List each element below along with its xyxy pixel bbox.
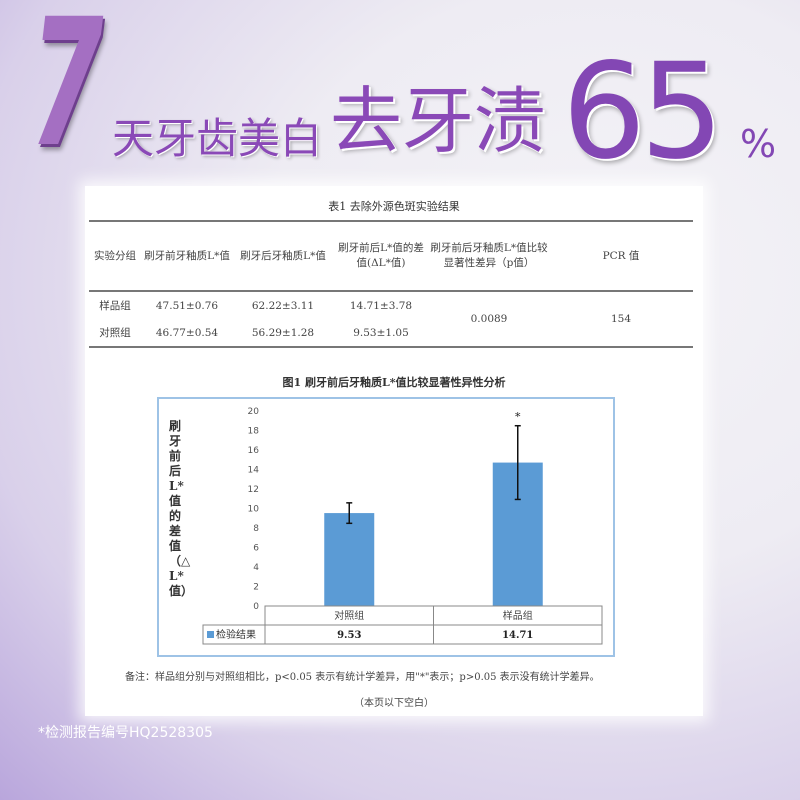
y-tick-label: 4 [253, 563, 259, 573]
table-cell: 对照组 [89, 319, 141, 348]
legend-label: 检验结果 [216, 628, 256, 641]
table-cell: 样品组 [99, 300, 131, 312]
table-cell: 14.71±3.78 [349, 299, 413, 312]
y-axis-label: 刷牙前后L*值的差值（△L*值） [169, 419, 194, 598]
table-header: 实验分组 [89, 220, 141, 292]
data-table-value: 9.53 [337, 630, 361, 641]
hero-number: 65 [562, 35, 724, 189]
report-paper: 表1 去除外源色斑实验结果 实验分组 刷牙前牙釉质L*值 刷牙后牙釉质L*值 刷… [85, 186, 703, 716]
table-header: PCR 值 [549, 220, 693, 292]
legend-cell [202, 624, 266, 645]
y-tick-label: 18 [248, 427, 260, 437]
chart-title: 图1 刷牙前后牙釉质L*值比较显著性异性分析 [282, 376, 506, 389]
table-row: 样品组 47.51±0.76 62.22±3.11 14.71±3.78 0.0… [89, 291, 693, 348]
table-cell: 9.53±1.05 [333, 319, 429, 348]
hero-percent: % [740, 122, 777, 166]
bar-chart: 0 2 4 6 8 10 12 14 16 18 20 对照组 9.53 * 样品组 14.71 检验结果 [202, 407, 603, 645]
hero-headline: 7 天牙齿美白 去牙渍 65 % [0, 0, 800, 190]
y-tick-label: 16 [248, 446, 260, 456]
x-category-label: 样品组 [503, 609, 533, 622]
table-header: 刷牙前后L*值的差值(ΔL*值) [333, 220, 429, 292]
y-tick-label: 2 [253, 583, 259, 593]
blank-note: （本页以下空白） [354, 698, 434, 709]
chart-note: 备注：样品组分别与对照组相比，p<0.05 表示有统计学差异，用"*"表示；p>… [125, 672, 600, 683]
x-category-label: 对照组 [334, 609, 364, 622]
table-cell: 56.29±1.28 [233, 319, 333, 348]
hero-line2: 去牙渍 [330, 79, 547, 163]
table-row: 对照组 46.77±0.54 56.29±1.28 9.53±1.05 [89, 319, 693, 348]
table-header: 刷牙后牙釉质L*值 [233, 220, 333, 292]
table-cell: 47.51±0.76 [155, 299, 219, 312]
bar [324, 513, 375, 606]
table-cell: 62.22±3.11 [251, 299, 315, 312]
table-header: 刷牙前后牙釉质L*值比较显著性差异（p值） [429, 220, 549, 292]
data-table-value: 14.71 [502, 630, 533, 641]
chart-frame: 刷牙前后L*值的差值（△L*值） 0 2 4 6 8 10 12 14 16 18 20 对照组 9.5… [157, 397, 615, 657]
y-tick-label: 12 [248, 485, 259, 495]
y-tick-label: 10 [248, 505, 260, 515]
y-tick-label: 20 [248, 407, 260, 417]
hero-digit: 7 [30, 0, 104, 186]
y-tick-label: 6 [253, 544, 259, 554]
report-number-footnote: *检测报告编号HQ2528305 [38, 725, 213, 741]
y-tick-label: 0 [253, 602, 259, 612]
table-cell: 46.77±0.54 [141, 319, 233, 348]
pcr-cell: 154 [549, 291, 693, 348]
table-title: 表1 去除外源色斑实验结果 [328, 200, 460, 213]
p-value-cell: 0.0089 [429, 291, 549, 348]
table-header: 刷牙前牙釉质L*值 [141, 220, 233, 292]
legend-swatch [207, 631, 214, 638]
results-table: 实验分组 刷牙前牙釉质L*值 刷牙后牙釉质L*值 刷牙前后L*值的差值(ΔL*值… [89, 220, 693, 348]
significance-marker: * [515, 411, 521, 424]
hero-line1: 天牙齿美白 [112, 114, 323, 163]
y-tick-label: 8 [253, 524, 259, 534]
y-tick-label: 14 [248, 466, 260, 476]
